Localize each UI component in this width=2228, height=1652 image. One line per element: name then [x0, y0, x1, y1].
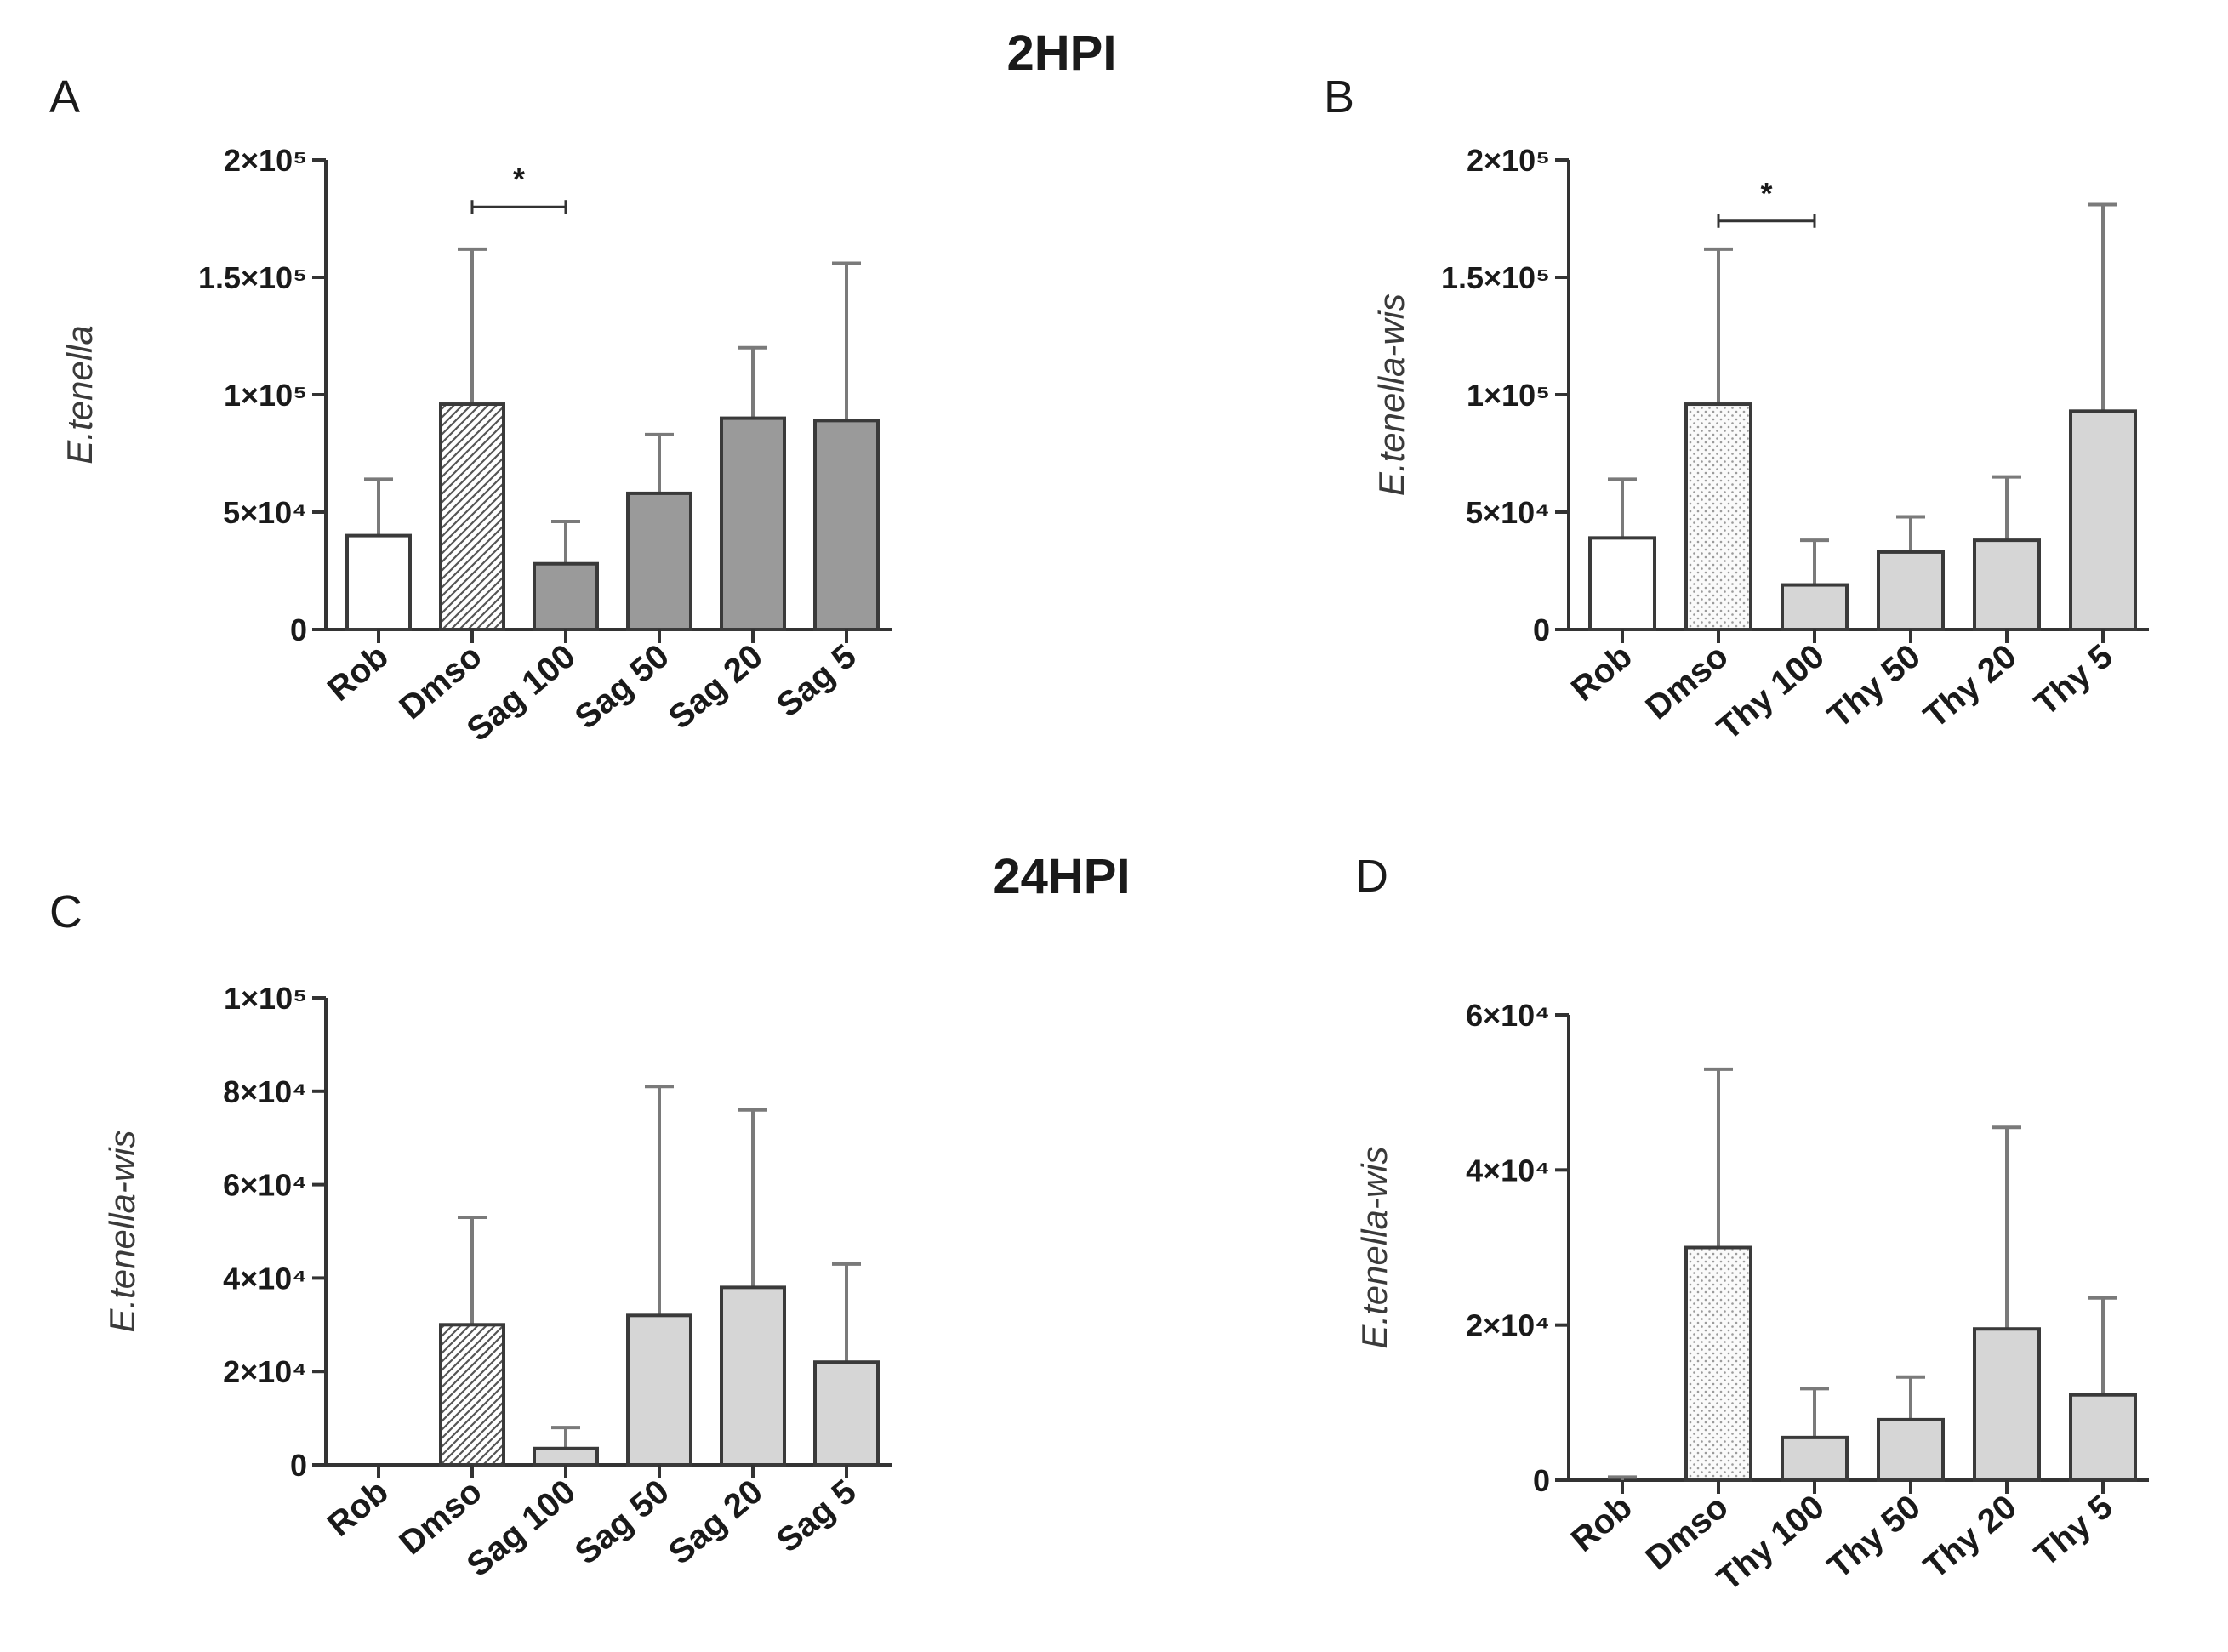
- y-tick-label: 6×10⁴: [223, 1168, 307, 1203]
- bar: [345, 533, 412, 631]
- y-tick-label: 6×10⁴: [1466, 998, 1550, 1033]
- x-tick-label: Rob: [1564, 637, 1639, 709]
- y-tick-label: 1×10⁵: [224, 378, 307, 413]
- y-tick-label: 1.5×10⁵: [1441, 260, 1550, 295]
- y-tick-label: 1.5×10⁵: [198, 260, 307, 295]
- bar: [439, 1323, 505, 1467]
- bar: [1877, 550, 1945, 631]
- y-axis-title: E.tenella-wis: [1354, 1146, 1394, 1348]
- x-tick-label: Sag 5: [770, 637, 863, 724]
- y-tick-label: 0: [1533, 1463, 1550, 1498]
- x-tick-label: Rob: [321, 637, 396, 709]
- bar: [626, 1313, 692, 1467]
- y-tick-label: 2×10⁴: [223, 1354, 307, 1389]
- bar: [1781, 583, 1849, 631]
- x-tick-label: Thy 20: [1917, 1488, 2023, 1586]
- panel-letter: A: [49, 71, 80, 122]
- heading-2hpi: 2HPI: [1007, 26, 1117, 81]
- y-axis-title: E.tenella: [60, 325, 100, 464]
- bar: [1877, 1417, 1945, 1483]
- y-tick-label: 4×10⁴: [1466, 1153, 1550, 1188]
- panel-letter: C: [49, 886, 83, 937]
- x-tick-label: Thy 20: [1917, 637, 2023, 735]
- y-tick-label: 0: [290, 612, 307, 647]
- panel-c: C E.tenella-wis 0 2×10⁴ 4×10⁴ 6×10⁴ 8×10⁴ 1×10⁵…: [49, 886, 892, 1584]
- x-tick-label: Thy 5: [2027, 637, 2119, 723]
- bar: [2069, 409, 2137, 631]
- y-tick-label: 2×10⁵: [224, 143, 307, 178]
- y-tick-label: 4×10⁴: [223, 1261, 307, 1296]
- bar: [1781, 1435, 1849, 1482]
- bar: [720, 1285, 786, 1467]
- significance-star: *: [1760, 176, 1772, 211]
- panel-letter: B: [1324, 71, 1354, 122]
- x-tick-label: Sag 20: [662, 637, 770, 737]
- heading-24hpi: 24HPI: [993, 849, 1130, 904]
- bar: [626, 491, 692, 631]
- bar: [439, 402, 505, 631]
- x-tick-label: Sag 50: [568, 1473, 676, 1572]
- x-tick-label: Thy 100: [1710, 1488, 1831, 1598]
- bar: [2069, 1393, 2137, 1483]
- bar: [1588, 536, 1656, 631]
- panel-letter: D: [1355, 851, 1388, 902]
- y-axis-title: E.tenella-wis: [1371, 293, 1411, 496]
- panel-a: AE.tenella05×10⁴1×10⁵1.5×10⁵2×10⁵RobDmso…: [49, 71, 892, 749]
- bar: [533, 561, 599, 631]
- bar: [1684, 402, 1752, 631]
- y-tick-label: 2×10⁴: [1466, 1308, 1550, 1343]
- x-tick-label: Rob: [1564, 1488, 1639, 1559]
- y-tick-label: 1×10⁵: [224, 981, 307, 1016]
- bar: [813, 1360, 880, 1467]
- bar: [1973, 538, 2041, 631]
- y-tick-label: 2×10⁵: [1467, 143, 1550, 178]
- x-tick-label: Thy 5: [2027, 1488, 2119, 1574]
- significance-star: *: [513, 162, 525, 197]
- x-tick-label: Thy 100: [1710, 637, 1831, 747]
- y-tick-label: 1×10⁵: [1467, 378, 1550, 413]
- bar: [1973, 1327, 2041, 1482]
- x-tick-label: Thy 50: [1821, 1488, 1927, 1586]
- y-tick-label: 8×10⁴: [223, 1074, 307, 1109]
- bar: [813, 419, 880, 631]
- y-tick-label: 0: [1533, 612, 1550, 647]
- panel-b: B E.tenella-wis 0 5×10⁴ 1×10⁵ 1.5×10⁵ 2×10⁵ Rob…: [1324, 71, 2149, 748]
- y-tick-label: 5×10⁴: [223, 495, 307, 530]
- x-tick-label: Sag 5: [770, 1473, 863, 1559]
- x-tick-label: Thy 50: [1821, 637, 1927, 735]
- bar: [1684, 1245, 1752, 1482]
- y-axis-title: E.tenella-wis: [102, 1130, 142, 1332]
- x-tick-label: Sag 50: [568, 637, 676, 737]
- bar: [533, 1446, 599, 1467]
- x-tick-label: Rob: [321, 1473, 396, 1544]
- bar: [720, 416, 786, 631]
- y-tick-label: 0: [290, 1448, 307, 1483]
- x-tick-label: Sag 20: [662, 1473, 770, 1572]
- y-tick-label: 5×10⁴: [1466, 495, 1550, 530]
